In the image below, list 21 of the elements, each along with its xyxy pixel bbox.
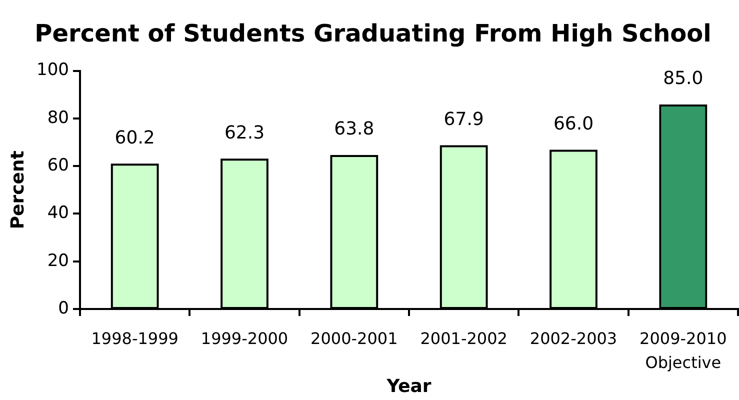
data-label: 66.0: [553, 113, 594, 134]
y-tick-label: 40: [47, 203, 69, 224]
data-label: 67.9: [444, 108, 484, 130]
y-tick-label: 20: [47, 250, 69, 271]
x-tick-label: 2002-2003: [530, 329, 618, 348]
x-tick-label: 1998-1999: [91, 329, 178, 348]
x-tick-label: 2001-2002: [420, 329, 508, 348]
x-tick-label: 1999-2000: [200, 329, 288, 348]
data-label: 85.0: [663, 68, 704, 90]
chart-title: Percent of Students Graduating From High School: [34, 20, 712, 48]
y-tick-label: 0: [58, 298, 69, 318]
x-tick-label: 2009-2010 Objective: [640, 329, 727, 372]
data-label: 63.8: [334, 118, 374, 140]
y-tick-label: 60: [47, 156, 69, 176]
data-label: 60.2: [114, 127, 155, 148]
y-tick-label: 80: [47, 108, 69, 128]
x-axis-title: Year: [386, 376, 432, 397]
x-tick-label: 2000-2001: [310, 329, 398, 348]
data-label: 62.3: [224, 122, 265, 144]
y-axis-title: Percent: [7, 150, 28, 230]
y-tick-label: 100: [36, 60, 69, 80]
